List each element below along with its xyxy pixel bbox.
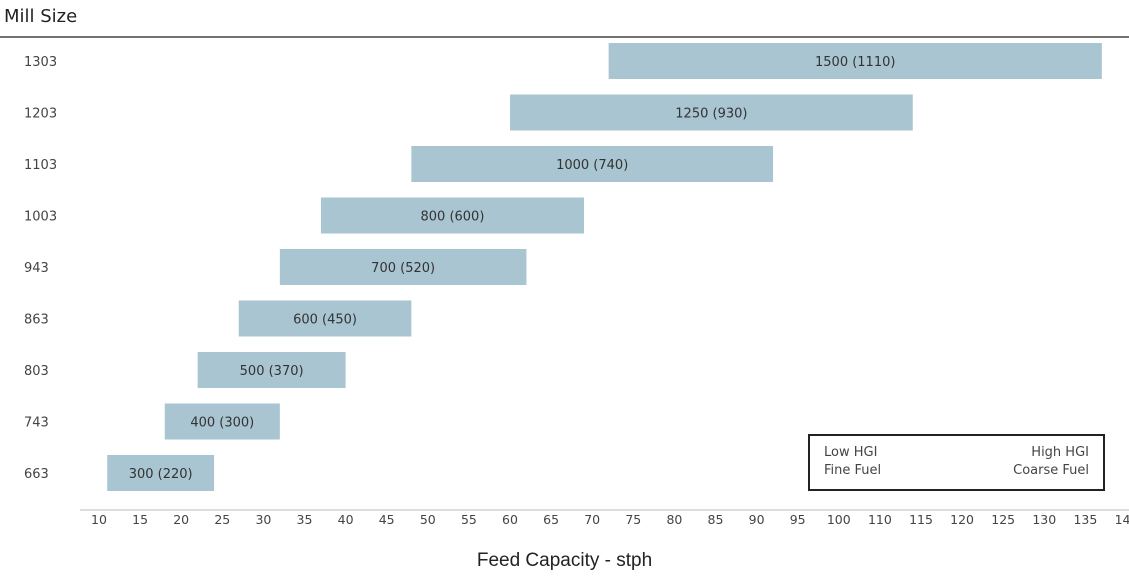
bar bbox=[197, 352, 346, 388]
y-tick-label: 743 bbox=[24, 416, 49, 431]
legend-low-hgi: Low HGI bbox=[824, 445, 878, 460]
x-tick-label: 130 bbox=[1032, 512, 1056, 527]
bar-label: 600 (450) bbox=[293, 313, 357, 328]
y-tick-label: 1003 bbox=[24, 210, 57, 225]
x-tick-label: 85 bbox=[708, 512, 724, 527]
y-tick-label: 863 bbox=[24, 313, 49, 328]
legend-fine-fuel: Fine Fuel bbox=[824, 463, 882, 478]
x-tick-label: 60 bbox=[502, 512, 518, 527]
bar-label: 1000 (740) bbox=[556, 158, 628, 173]
x-tick-label: 15 bbox=[132, 512, 148, 527]
x-tick-label: 45 bbox=[379, 512, 395, 527]
x-tick-label: 55 bbox=[461, 512, 477, 527]
bar-label: 300 (220) bbox=[129, 467, 193, 482]
x-tick-label: 140 bbox=[1115, 512, 1129, 527]
x-tick-label: 20 bbox=[173, 512, 189, 527]
bar-label: 500 (370) bbox=[240, 364, 304, 379]
bars-layer: 300 (220) 400 (300) 500 (370) 600 (450) 700 … bbox=[107, 43, 1102, 491]
x-tick-label: 75 bbox=[625, 512, 641, 527]
x-tick-labels: 10 15 20 25 30 35 40 45 50 55 60 65 70 75 80 85 90 95 100 1… bbox=[91, 512, 1129, 527]
x-tick-label: 80 bbox=[666, 512, 682, 527]
x-tick-label: 70 bbox=[584, 512, 600, 527]
bar-label: 1250 (930) bbox=[675, 107, 747, 122]
y-tick-label: 803 bbox=[24, 364, 49, 379]
chart-title: Mill Size bbox=[4, 6, 78, 27]
y-tick-label: 1103 bbox=[24, 158, 57, 173]
legend: Low HGI Fine Fuel High HGI Coarse Fuel bbox=[808, 434, 1105, 491]
x-tick-label: 100 bbox=[827, 512, 851, 527]
bar-label: 1500 (1110) bbox=[815, 55, 895, 70]
x-tick-label: 35 bbox=[297, 512, 313, 527]
y-tick-label: 1203 bbox=[24, 107, 57, 122]
bar-label: 700 (520) bbox=[371, 261, 435, 276]
y-tick-labels: 663 743 803 863 943 1003 1103 1203 1303 bbox=[24, 55, 57, 482]
x-axis-label: Feed Capacity - stph bbox=[476, 550, 653, 571]
y-tick-label: 1303 bbox=[24, 55, 57, 70]
x-tick-label: 110 bbox=[868, 512, 892, 527]
bar bbox=[510, 94, 913, 131]
bar bbox=[411, 146, 774, 182]
bar-label: 800 (600) bbox=[421, 210, 485, 225]
bar bbox=[164, 403, 280, 440]
x-tick-label: 10 bbox=[91, 512, 107, 527]
bar bbox=[320, 197, 584, 234]
x-tick-label: 50 bbox=[420, 512, 436, 527]
legend-high-hgi: High HGI bbox=[1031, 445, 1089, 460]
x-tick-label: 115 bbox=[909, 512, 933, 527]
x-tick-label: 90 bbox=[749, 512, 765, 527]
y-tick-label: 943 bbox=[24, 261, 49, 276]
bar-label: 400 (300) bbox=[190, 416, 254, 431]
y-tick-label: 663 bbox=[24, 467, 49, 482]
x-tick-label: 40 bbox=[338, 512, 354, 527]
x-tick-label: 135 bbox=[1073, 512, 1097, 527]
legend-right: High HGI Coarse Fuel bbox=[1013, 444, 1089, 480]
x-tick-label: 95 bbox=[790, 512, 806, 527]
x-tick-label: 30 bbox=[255, 512, 271, 527]
bar bbox=[279, 249, 527, 285]
bar bbox=[107, 455, 215, 491]
legend-left: Low HGI Fine Fuel bbox=[824, 444, 881, 480]
x-tick-label: 125 bbox=[991, 512, 1015, 527]
bar bbox=[238, 300, 412, 337]
legend-coarse-fuel: Coarse Fuel bbox=[1013, 463, 1089, 478]
x-tick-label: 25 bbox=[214, 512, 230, 527]
x-tick-label: 120 bbox=[950, 512, 974, 527]
bar bbox=[608, 43, 1102, 79]
x-tick-label: 65 bbox=[543, 512, 559, 527]
